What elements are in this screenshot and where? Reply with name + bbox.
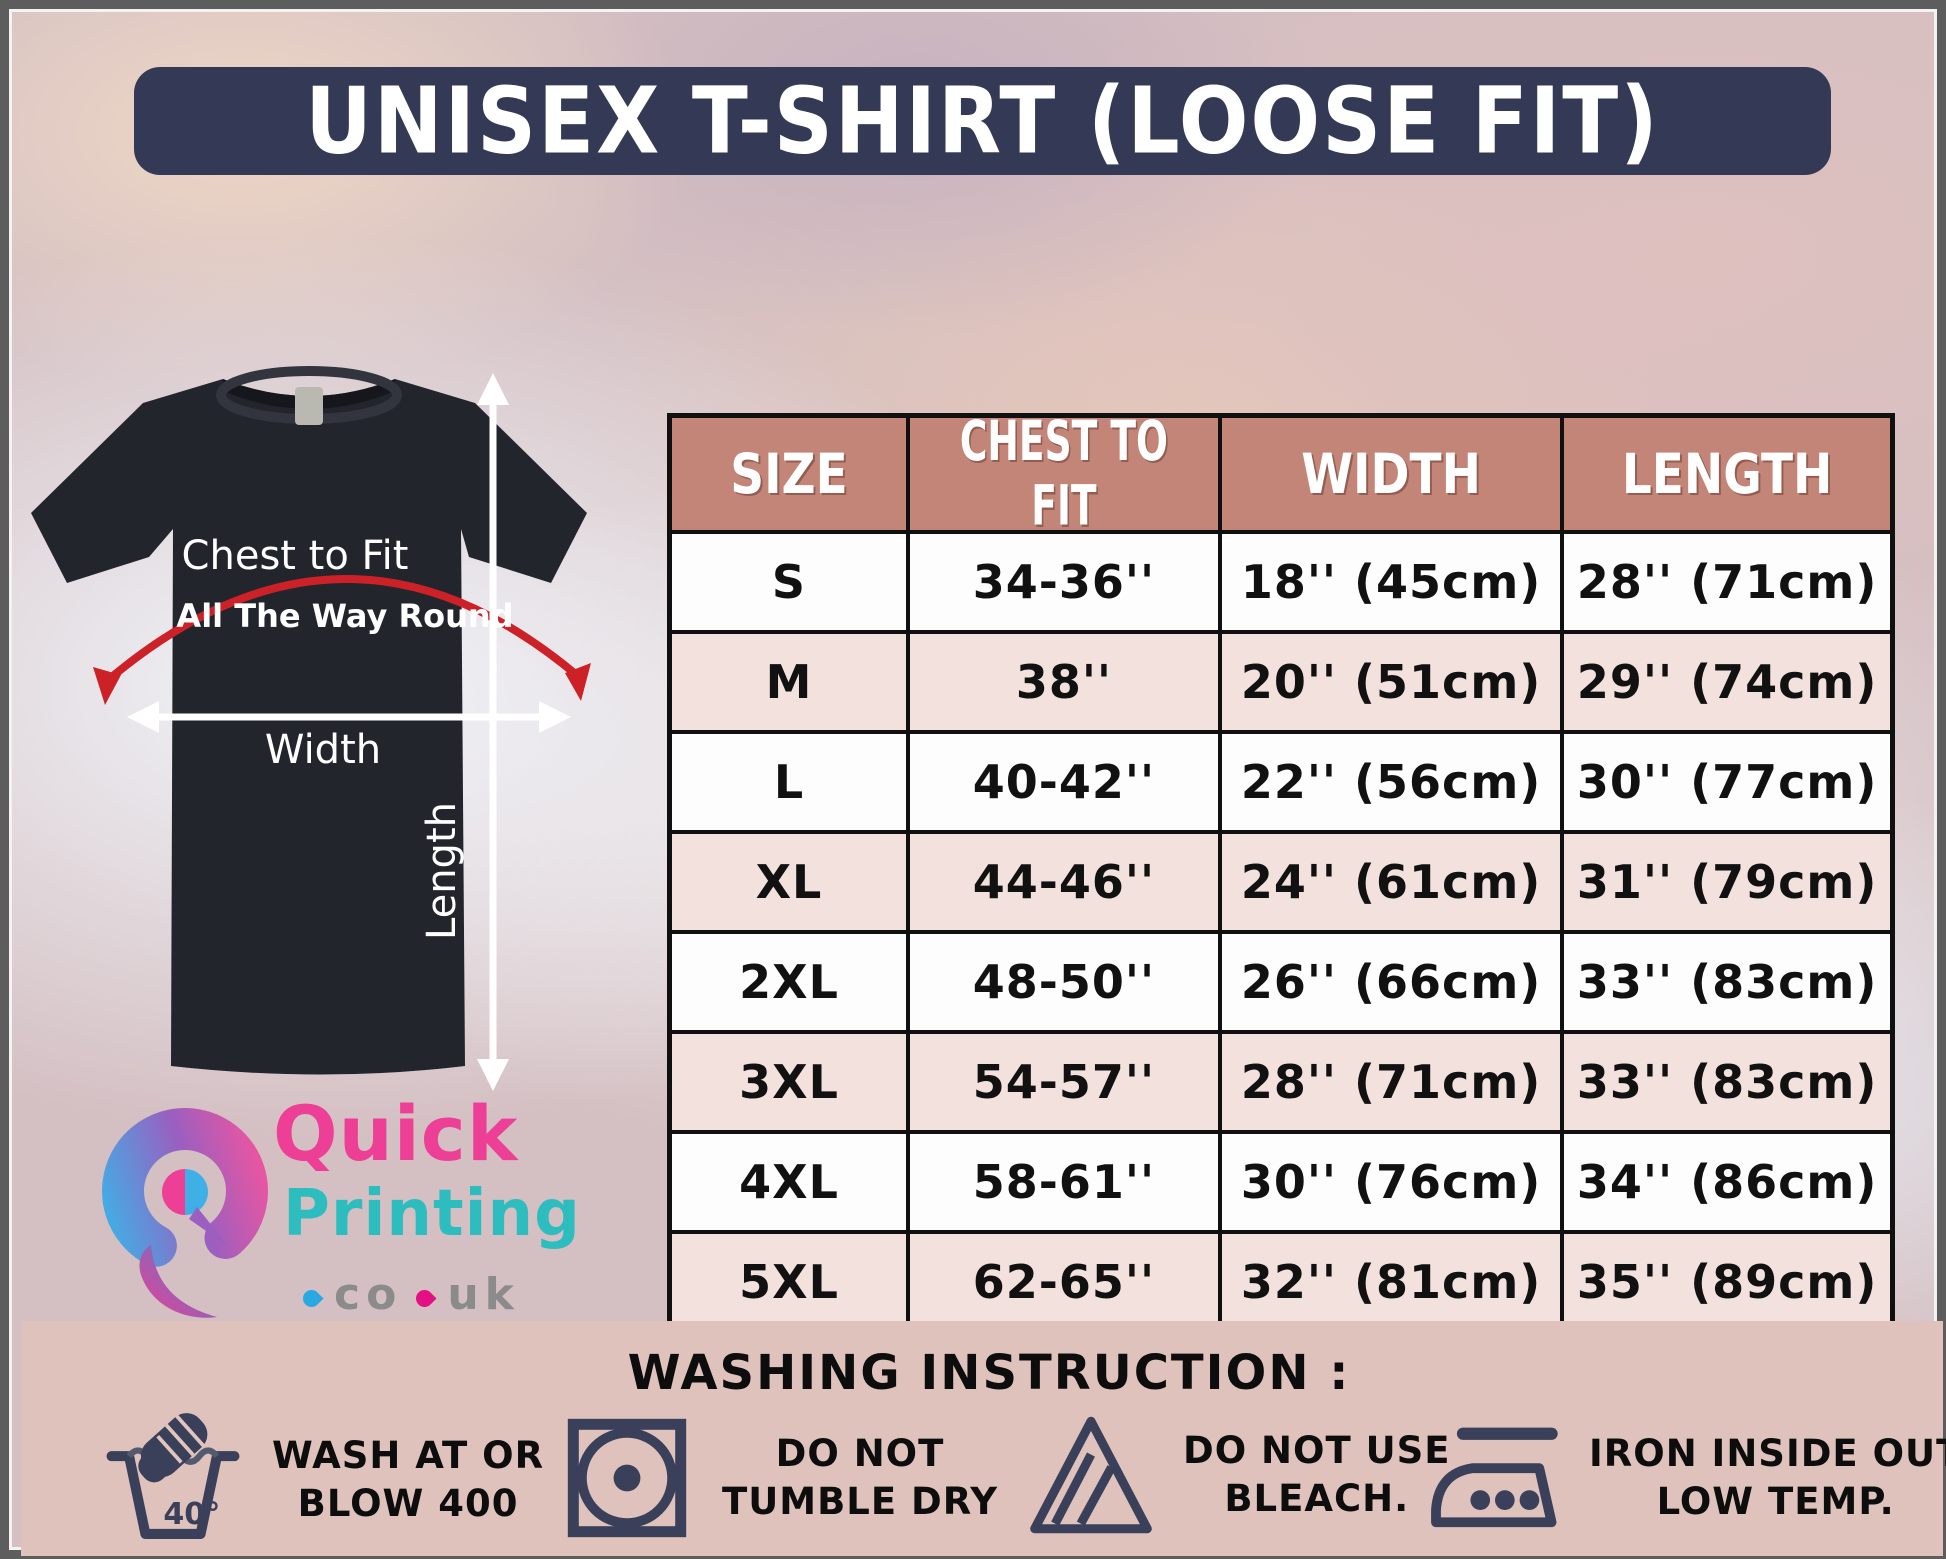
washing-heading: WASHING INSTRUCTION : — [627, 1345, 1351, 1401]
quickprinting-logo: Quick Printing co uk — [97, 1089, 580, 1351]
care-tag — [295, 387, 323, 425]
washing-item-handwash: 40° WASH AT OR BLOW 400 — [104, 1411, 544, 1549]
table-row: L 40-42'' 22'' (56cm) 30'' (77cm) — [667, 730, 1895, 834]
table-header-row: SIZE CHEST TO FIT WIDTH LENGTH — [667, 409, 1895, 539]
size-chart-table: SIZE CHEST TO FIT WIDTH LENGTH S 34-36''… — [667, 409, 1895, 1335]
arc-arrowhead-left — [93, 667, 121, 705]
do-not-bleach-icon — [1030, 1416, 1152, 1534]
drop-blue-icon — [299, 1286, 324, 1311]
iron-low-temp-icon — [1431, 1427, 1558, 1528]
header-length: LENGTH — [1560, 413, 1895, 534]
washing-label: DO NOT USE BLEACH. — [1183, 1428, 1451, 1520]
header-size: SIZE — [667, 413, 910, 534]
chest-to-fit-label: Chest to Fit — [182, 533, 409, 579]
table-row: XL 44-46'' 24'' (61cm) 31'' (79cm) — [667, 830, 1895, 934]
table-row: S 34-36'' 18'' (45cm) 28'' (71cm) — [667, 530, 1895, 634]
washing-label: IRON INSIDE OUT LOW TEMP. — [1589, 1431, 1946, 1523]
header-width: WIDTH — [1217, 413, 1565, 534]
drop-pink-icon — [412, 1286, 437, 1311]
chest-measure-arc — [104, 575, 582, 685]
title-banner: UNISEX T-SHIRT (LOOSE FIT) — [134, 67, 1831, 175]
washing-label: DO NOT TUMBLE DRY — [722, 1431, 999, 1523]
table-row: 2XL 48-50'' 26'' (66cm) 33'' (83cm) — [667, 930, 1895, 1034]
header-chest-to-fit: CHEST TO FIT — [905, 409, 1222, 539]
width-arrowhead-left — [127, 701, 159, 733]
length-arrowhead-top — [477, 373, 509, 405]
tshirt-measurement-diagram: Chest to Fit All The Way Round Width Len… — [31, 366, 591, 1091]
logo-q-swirl-icon — [101, 1108, 268, 1318]
all-the-way-round-label: All The Way Round — [176, 597, 513, 635]
washing-item-bleach: DO NOT USE BLEACH. — [1027, 1411, 1451, 1539]
washing-item-tumble-dry: DO NOT TUMBLE DRY — [566, 1417, 998, 1539]
svg-text:40°: 40° — [163, 1497, 220, 1532]
table-row: 3XL 54-57'' 28'' (71cm) 33'' (83cm) — [667, 1030, 1895, 1134]
logo-domain-co: co — [334, 1269, 403, 1320]
length-arrowhead-bottom — [477, 1059, 509, 1091]
table-row: 5XL 62-65'' 32'' (81cm) 35'' (89cm) — [667, 1230, 1895, 1335]
logo-domain-uk: uk — [447, 1269, 520, 1320]
do-not-tumble-dry-icon — [567, 1418, 687, 1538]
washing-section-band — [21, 1321, 1943, 1556]
logo-domain: co uk — [299, 1269, 520, 1320]
washing-item-iron: IRON INSIDE OUT LOW TEMP. — [1431, 1419, 1946, 1537]
page-title: UNISEX T-SHIRT (LOOSE FIT) — [305, 67, 1660, 175]
arc-arrowhead-right — [565, 663, 591, 701]
tshirt-photo — [31, 366, 587, 1075]
hand-wash-40-icon: 40° — [106, 1413, 240, 1539]
logo-word-quick: Quick — [273, 1089, 519, 1178]
width-label: Width — [265, 727, 381, 773]
logo-word-printing: Printing — [283, 1177, 581, 1251]
washing-label: WASH AT OR BLOW 400 — [272, 1433, 545, 1525]
table-row: M 38'' 20'' (51cm) 29'' (74cm) — [667, 630, 1895, 734]
table-row: 4XL 58-61'' 30'' (76cm) 34'' (86cm) — [667, 1130, 1895, 1234]
length-label: Length — [419, 802, 465, 940]
width-arrowhead-right — [539, 701, 571, 733]
